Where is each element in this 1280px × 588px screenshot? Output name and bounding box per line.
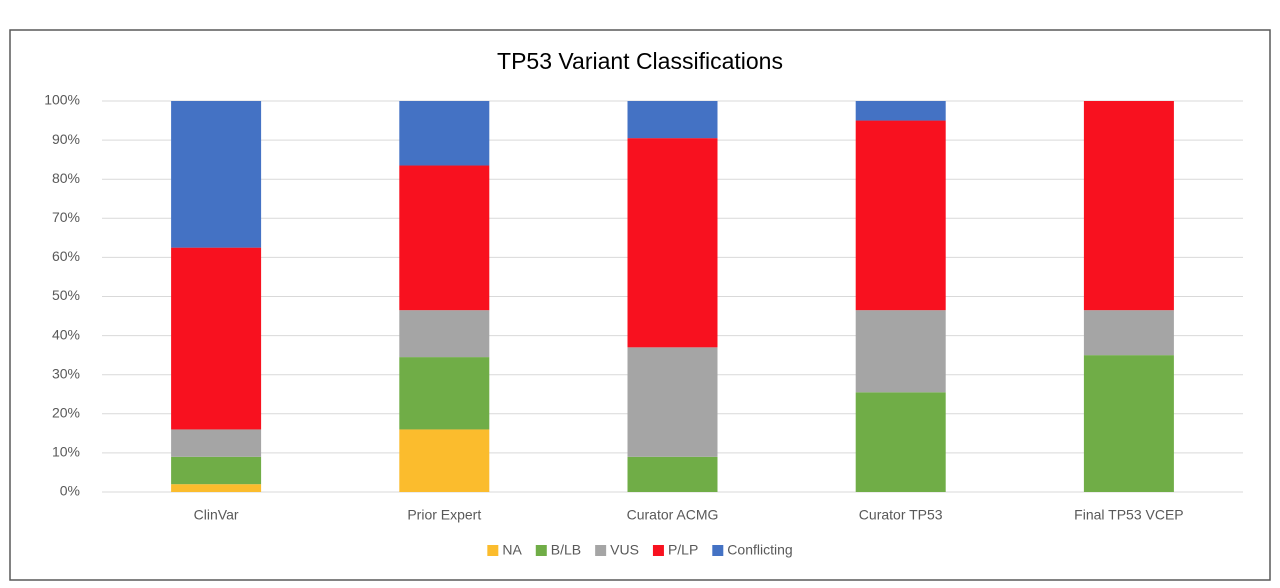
bar-segment: [399, 310, 490, 358]
legend-label: B/LB: [551, 542, 581, 558]
bar-segment: [855, 310, 946, 393]
bar-segment: [855, 120, 946, 311]
chart-title: TP53 Variant Classifications: [497, 48, 783, 74]
legend-swatch: [652, 545, 664, 556]
y-tick-label: 60%: [52, 248, 80, 264]
y-tick-label: 50%: [52, 287, 80, 303]
bar-segment: [171, 247, 262, 430]
y-tick-label: 100%: [44, 92, 80, 108]
legend-swatch: [595, 545, 607, 556]
bar-segment: [399, 357, 490, 430]
bar-segment: [627, 347, 718, 457]
legend-label: VUS: [610, 542, 639, 558]
bar-segment: [171, 456, 262, 485]
legend-swatch: [487, 545, 499, 556]
x-tick-label: ClinVar: [194, 507, 239, 523]
bar-segment: [171, 429, 262, 457]
legend-swatch: [535, 545, 547, 556]
y-tick-label: 90%: [52, 131, 80, 147]
y-tick-label: 0%: [60, 483, 80, 499]
bar-segment: [627, 138, 718, 348]
legend-label: Conflicting: [727, 542, 792, 558]
y-tick-label: 40%: [52, 326, 80, 342]
y-tick-label: 20%: [52, 405, 80, 421]
bar-segment: [399, 101, 490, 166]
y-tick-label: 10%: [52, 444, 80, 460]
y-tick-label: 80%: [52, 170, 80, 186]
bar-segment: [171, 101, 262, 248]
x-tick-label: Curator ACMG: [627, 507, 719, 523]
x-tick-label: Curator TP53: [859, 507, 943, 523]
legend-label: P/LP: [668, 542, 698, 558]
legend-swatch: [712, 545, 724, 556]
y-tick-label: 70%: [52, 209, 80, 225]
bar-segment: [855, 101, 946, 121]
bar-segment: [627, 101, 718, 139]
bar-segment: [1083, 310, 1174, 356]
x-tick-label: Prior Expert: [407, 507, 481, 523]
legend-label: NA: [502, 542, 522, 558]
y-tick-label: 30%: [52, 365, 80, 381]
bar-segment: [399, 165, 490, 311]
bar-segment: [399, 429, 490, 492]
x-tick-label: Final TP53 VCEP: [1074, 507, 1183, 523]
bar-segment: [1083, 355, 1174, 492]
bar-segment: [171, 484, 262, 492]
bar-segment: [855, 392, 946, 492]
bar-segment: [1083, 101, 1174, 311]
legend: NA B/LB VUS P/LP Conflicting: [487, 542, 793, 558]
bar-segment: [627, 456, 718, 492]
